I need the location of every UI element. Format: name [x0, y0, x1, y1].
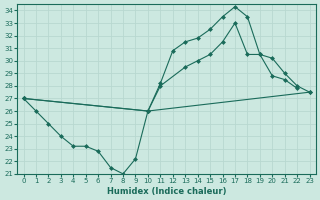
X-axis label: Humidex (Indice chaleur): Humidex (Indice chaleur)	[107, 187, 226, 196]
